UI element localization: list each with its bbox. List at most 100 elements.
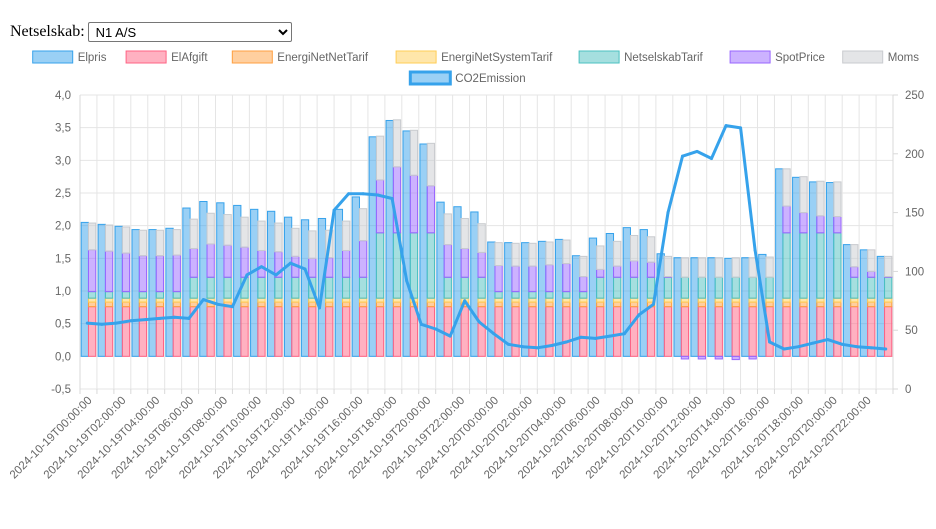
bar-moms xyxy=(240,216,249,248)
bar-moms xyxy=(799,176,808,214)
co2emission-point xyxy=(347,192,351,196)
bar-energinetnettarif xyxy=(257,301,266,308)
bar-energinetsystemtarif xyxy=(240,297,249,303)
legend-label: SpotPrice xyxy=(775,52,825,64)
co2emission-point xyxy=(550,343,554,347)
co2emission-point xyxy=(506,342,510,346)
bar-energinetsystemtarif xyxy=(663,297,673,303)
bar-netselskabtarif xyxy=(816,232,825,299)
co2emission-point xyxy=(172,315,176,319)
bar-energinetsystemtarif xyxy=(392,297,402,303)
bar-elpris xyxy=(131,229,140,357)
bar-energinetnettarif xyxy=(477,301,486,308)
bar-elpris xyxy=(554,238,564,357)
bar-energinetsystemtarif xyxy=(748,297,757,303)
bar-netselskabtarif xyxy=(358,276,368,299)
legend[interactable]: Elpris ElAfgift EnergiNetNetTarif EnergiNet… xyxy=(32,50,920,86)
bar-elpris xyxy=(453,206,462,357)
bar-spotprice xyxy=(867,270,876,278)
bar-moms xyxy=(765,256,774,278)
bar-moms xyxy=(460,217,469,250)
bar-spotprice xyxy=(87,249,97,293)
bar-moms xyxy=(613,240,622,267)
bar-netselskabtarif xyxy=(884,276,893,299)
bar-energinetnettarif xyxy=(714,301,723,308)
bar-elafgift xyxy=(138,306,148,357)
bar-netselskabtarif xyxy=(342,276,351,299)
bar-energinetsystemtarif xyxy=(121,297,131,303)
bar-energinetsystemtarif xyxy=(443,297,452,303)
bar-spotprice xyxy=(155,255,164,293)
bar-netselskabtarif xyxy=(528,291,537,299)
bar-netselskabtarif xyxy=(460,276,469,299)
co2emission-point xyxy=(869,346,873,350)
netselskab-select[interactable]: N1 A/S xyxy=(87,22,292,42)
bar-spotprice xyxy=(240,246,249,278)
co2emission-point xyxy=(405,279,409,283)
legend-item-elafgift[interactable]: ElAfgift xyxy=(125,50,208,64)
bar-elpris xyxy=(775,168,784,357)
bar-energinetnettarif xyxy=(274,301,283,308)
co2emission-point xyxy=(477,320,481,324)
co2emission-point xyxy=(840,342,844,346)
legend-swatch xyxy=(842,50,884,64)
bar-energinetsystemtarif xyxy=(155,297,164,303)
bar-energinetsystemtarif xyxy=(613,297,622,303)
bar-energinetsystemtarif xyxy=(629,297,639,303)
y-right-tick-label: 0 xyxy=(905,384,911,396)
bar-energinetsystemtarif xyxy=(765,297,774,303)
legend-item-moms[interactable]: Moms xyxy=(842,50,920,64)
bar-netselskabtarif xyxy=(748,276,757,299)
bar-spotprice xyxy=(426,185,435,234)
bar-moms xyxy=(172,229,181,256)
co2emission-point xyxy=(724,124,728,128)
legend-item-co2emission[interactable]: CO2Emission xyxy=(408,70,526,86)
co2emission-point xyxy=(579,335,583,339)
bar-spotprice xyxy=(206,243,215,278)
bar-spotprice xyxy=(816,215,825,234)
bar-energinetsystemtarif xyxy=(782,297,791,303)
bar-energinetnettarif xyxy=(426,301,435,308)
bar-elafgift xyxy=(579,306,588,357)
bar-energinetsystemtarif xyxy=(579,297,588,303)
y-left-tick-label: 1,0 xyxy=(55,286,71,298)
legend-item-netselskabtarif[interactable]: NetselskabTarif xyxy=(578,50,704,64)
bar-spotprice xyxy=(731,355,740,361)
bar-netselskabtarif xyxy=(731,276,740,299)
legend-swatch xyxy=(395,50,437,64)
bar-spotprice xyxy=(409,174,419,234)
legend-item-spotprice[interactable]: SpotPrice xyxy=(729,50,825,64)
bar-elafgift xyxy=(121,306,131,357)
co2emission-point xyxy=(608,334,612,338)
legend-item-energinetnettarif[interactable]: EnergiNetNetTarif xyxy=(231,50,369,64)
bar-moms xyxy=(477,223,486,253)
bar-netselskabtarif xyxy=(697,276,706,299)
bar-elpris xyxy=(216,202,225,357)
bar-elpris xyxy=(165,227,174,357)
bar-netselskabtarif xyxy=(680,276,690,299)
bar-energinetsystemtarif xyxy=(291,297,300,303)
co2emission-point xyxy=(129,319,133,323)
bar-elafgift xyxy=(731,306,740,357)
bar-spotprice xyxy=(460,248,469,278)
co2emission-point xyxy=(797,345,801,349)
bar-elpris xyxy=(707,257,716,357)
bar-energinetnettarif xyxy=(562,301,571,308)
co2emission-point xyxy=(651,302,655,306)
bar-spotprice xyxy=(545,264,554,293)
bar-netselskabtarif xyxy=(867,276,876,299)
bar-netselskabtarif xyxy=(799,232,808,299)
bar-energinetnettarif xyxy=(867,301,876,308)
bar-energinetsystemtarif xyxy=(697,297,706,303)
bar-energinetsystemtarif xyxy=(223,297,232,303)
bar-elafgift xyxy=(646,306,656,357)
bar-spotprice xyxy=(748,355,757,360)
bar-energinetnettarif xyxy=(240,301,249,308)
legend-item-energinetsystemtarif[interactable]: EnergiNetSystemTarif xyxy=(395,50,553,64)
legend-swatch xyxy=(729,50,771,64)
bar-energinetsystemtarif xyxy=(477,297,486,303)
bar-moms xyxy=(850,244,859,268)
legend-item-elpris[interactable]: Elpris xyxy=(32,50,107,64)
co2emission-point xyxy=(463,299,467,303)
